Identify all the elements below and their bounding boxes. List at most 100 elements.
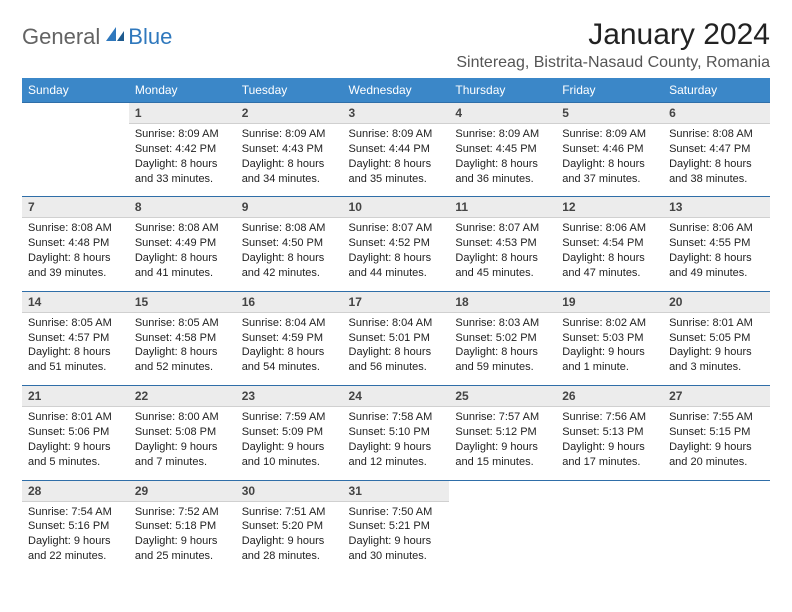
sunset-text: Sunset: 4:55 PM xyxy=(669,236,764,251)
daylight-line1: Daylight: 8 hours xyxy=(455,251,550,266)
title-block: January 2024 Sintereag, Bistrita-Nasaud … xyxy=(456,18,770,72)
day-data-row: Sunrise: 8:01 AMSunset: 5:06 PMDaylight:… xyxy=(22,407,770,480)
day-data-cell: Sunrise: 7:57 AMSunset: 5:12 PMDaylight:… xyxy=(449,407,556,480)
daylight-line1: Daylight: 8 hours xyxy=(669,157,764,172)
sunset-text: Sunset: 4:43 PM xyxy=(242,142,337,157)
daylight-line1: Daylight: 9 hours xyxy=(28,534,123,549)
sunrise-text: Sunrise: 8:08 AM xyxy=(135,221,230,236)
day-data-row: Sunrise: 8:05 AM Sunset: 4:57 PM Daylight:… xyxy=(22,312,770,385)
daylight-line1: Daylight: 9 hours xyxy=(669,440,764,455)
sunset-text: Sunset: 4:44 PM xyxy=(349,142,444,157)
sunrise-text: Sunrise: 7:50 AM xyxy=(349,505,444,520)
day-number-row: 21222324252627 xyxy=(22,386,770,407)
location-text: Sintereag, Bistrita-Nasaud County, Roman… xyxy=(456,54,770,72)
day-number-cell: 19 xyxy=(556,291,663,312)
day-number-row: 78910111213 xyxy=(22,197,770,218)
daylight-line2: and 5 minutes. xyxy=(28,455,123,470)
day-number-cell: 16 xyxy=(236,291,343,312)
daylight-line2: and 7 minutes. xyxy=(135,455,230,470)
sunrise-text: Sunrise: 8:06 AM xyxy=(562,221,657,236)
calendar-table: Sunday Monday Tuesday Wednesday Thursday… xyxy=(22,78,770,574)
daylight-line2: and 36 minutes. xyxy=(455,172,550,187)
sunrise-text: Sunrise: 7:59 AM xyxy=(242,410,337,425)
daylight-line2: and 30 minutes. xyxy=(349,549,444,564)
day-data-cell: Sunrise: 8:07 AMSunset: 4:52 PMDaylight:… xyxy=(343,218,450,291)
day-number-cell: 29 xyxy=(129,480,236,501)
sunset-text: Sunset: 4:45 PM xyxy=(455,142,550,157)
day-number-cell: 21 xyxy=(22,386,129,407)
sunset-text: Sunset: 4:57 PM xyxy=(28,331,123,346)
day-number-cell xyxy=(22,103,129,124)
day-number-cell: 7 xyxy=(22,197,129,218)
day-data-cell: Sunrise: 8:09 AMSunset: 4:44 PMDaylight:… xyxy=(343,124,450,197)
sunset-text: Sunset: 5:10 PM xyxy=(349,425,444,440)
daylight-line2: and 20 minutes. xyxy=(669,455,764,470)
day-data-cell: Sunrise: 8:04 AMSunset: 4:59 PMDaylight:… xyxy=(236,312,343,385)
daylight-line2: and 51 minutes. xyxy=(28,360,123,375)
sunset-text: Sunset: 4:59 PM xyxy=(242,331,337,346)
daylight-line1: Daylight: 9 hours xyxy=(135,440,230,455)
daylight-line2: and 39 minutes. xyxy=(28,266,123,281)
daylight-line1: Daylight: 9 hours xyxy=(349,440,444,455)
daylight-line2: and 52 minutes. xyxy=(135,360,230,375)
daylight-line2: and 41 minutes. xyxy=(135,266,230,281)
daylight-line1: Daylight: 8 hours xyxy=(242,345,337,360)
day-number-cell: 2 xyxy=(236,103,343,124)
day-data-row: Sunrise: 8:08 AM Sunset: 4:48 PM Daylight:… xyxy=(22,218,770,291)
day-data-cell xyxy=(449,501,556,574)
daylight-line2: and 34 minutes. xyxy=(242,172,337,187)
daylight-line1: Daylight: 8 hours xyxy=(349,345,444,360)
dow-wednesday: Wednesday xyxy=(343,78,450,103)
day-data-cell: Sunrise: 8:09 AMSunset: 4:45 PMDaylight:… xyxy=(449,124,556,197)
day-data-cell: Sunrise: 8:09 AMSunset: 4:42 PMDaylight:… xyxy=(129,124,236,197)
day-data-cell: Sunrise: 7:50 AMSunset: 5:21 PMDaylight:… xyxy=(343,501,450,574)
sunrise-text: Sunrise: 7:55 AM xyxy=(669,410,764,425)
day-data-cell: Sunrise: 7:55 AMSunset: 5:15 PMDaylight:… xyxy=(663,407,770,480)
sunrise-text: Sunrise: 7:56 AM xyxy=(562,410,657,425)
sunset-text: Sunset: 4:53 PM xyxy=(455,236,550,251)
sunrise-text: Sunrise: 8:05 AM xyxy=(135,316,230,331)
sunset-text: Sunset: 4:42 PM xyxy=(135,142,230,157)
daylight-line2: and 37 minutes. xyxy=(562,172,657,187)
day-number-cell: 5 xyxy=(556,103,663,124)
day-number-cell: 15 xyxy=(129,291,236,312)
sunrise-text: Sunrise: 8:01 AM xyxy=(28,410,123,425)
day-data-cell: Sunrise: 8:01 AMSunset: 5:05 PMDaylight:… xyxy=(663,312,770,385)
sunset-text: Sunset: 4:52 PM xyxy=(349,236,444,251)
day-data-cell: Sunrise: 8:06 AMSunset: 4:54 PMDaylight:… xyxy=(556,218,663,291)
dow-tuesday: Tuesday xyxy=(236,78,343,103)
sunset-text: Sunset: 4:48 PM xyxy=(28,236,123,251)
logo-text-blue: Blue xyxy=(128,24,172,50)
sunset-text: Sunset: 5:01 PM xyxy=(349,331,444,346)
day-number-cell: 22 xyxy=(129,386,236,407)
day-number-cell: 1 xyxy=(129,103,236,124)
logo-text-general: General xyxy=(22,24,100,50)
dow-thursday: Thursday xyxy=(449,78,556,103)
sunrise-text: Sunrise: 8:09 AM xyxy=(562,127,657,142)
daylight-line2: and 1 minute. xyxy=(562,360,657,375)
daylight-line2: and 28 minutes. xyxy=(242,549,337,564)
sunset-text: Sunset: 4:46 PM xyxy=(562,142,657,157)
day-data-cell: Sunrise: 7:51 AMSunset: 5:20 PMDaylight:… xyxy=(236,501,343,574)
daylight-line2: and 38 minutes. xyxy=(669,172,764,187)
day-number-cell: 23 xyxy=(236,386,343,407)
sunset-text: Sunset: 4:58 PM xyxy=(135,331,230,346)
sunrise-text: Sunrise: 8:09 AM xyxy=(135,127,230,142)
sunrise-text: Sunrise: 8:08 AM xyxy=(669,127,764,142)
day-number-cell: 8 xyxy=(129,197,236,218)
day-data-cell: Sunrise: 8:05 AMSunset: 4:58 PMDaylight:… xyxy=(129,312,236,385)
sunset-text: Sunset: 4:49 PM xyxy=(135,236,230,251)
sunset-text: Sunset: 5:05 PM xyxy=(669,331,764,346)
day-data-cell: Sunrise: 8:08 AMSunset: 4:48 PMDaylight:… xyxy=(22,218,129,291)
daylight-line2: and 22 minutes. xyxy=(28,549,123,564)
daylight-line2: and 17 minutes. xyxy=(562,455,657,470)
day-number-cell: 9 xyxy=(236,197,343,218)
day-number-row: 123456 xyxy=(22,103,770,124)
sunset-text: Sunset: 5:20 PM xyxy=(242,519,337,534)
daylight-line2: and 3 minutes. xyxy=(669,360,764,375)
sunset-text: Sunset: 5:12 PM xyxy=(455,425,550,440)
day-number-cell xyxy=(449,480,556,501)
sunset-text: Sunset: 5:21 PM xyxy=(349,519,444,534)
day-number-cell: 13 xyxy=(663,197,770,218)
day-data-cell: Sunrise: 8:08 AMSunset: 4:49 PMDaylight:… xyxy=(129,218,236,291)
